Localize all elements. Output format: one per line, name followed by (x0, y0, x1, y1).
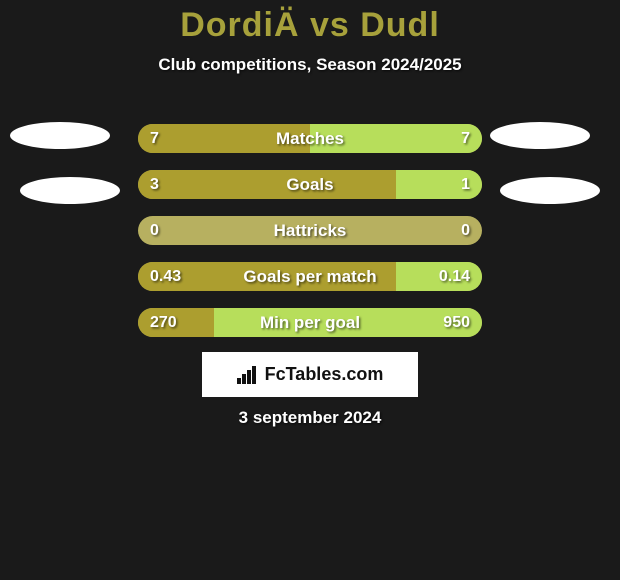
stat-right-value: 1 (461, 170, 470, 199)
team-badge-oval (10, 122, 110, 149)
stat-row: 270Min per goal950 (138, 308, 482, 337)
generated-date: 3 september 2024 (0, 408, 620, 428)
page-title: DordiÄ vs Dudl (0, 0, 620, 45)
team-badge-oval (490, 122, 590, 149)
stat-label: Matches (138, 124, 482, 153)
fctables-logo: FcTables.com (202, 352, 418, 397)
team-badge-oval (20, 177, 120, 204)
stat-right-value: 0 (461, 216, 470, 245)
stat-right-value: 0.14 (439, 262, 470, 291)
stat-right-value: 7 (461, 124, 470, 153)
stat-label: Goals (138, 170, 482, 199)
stat-row: 7Matches7 (138, 124, 482, 153)
bar-chart-icon (237, 366, 259, 384)
stat-label: Goals per match (138, 262, 482, 291)
stat-row: 3Goals1 (138, 170, 482, 199)
stat-label: Min per goal (138, 308, 482, 337)
logo-text: FcTables.com (265, 364, 384, 385)
stat-label: Hattricks (138, 216, 482, 245)
comparison-rows: 7Matches7 3Goals1 0Hattricks0 0.43Goals per… (138, 124, 482, 354)
team-badge-oval (500, 177, 600, 204)
page-subtitle: Club competitions, Season 2024/2025 (0, 55, 620, 75)
stat-right-value: 950 (443, 308, 470, 337)
stat-row: 0.43Goals per match0.14 (138, 262, 482, 291)
stat-row: 0Hattricks0 (138, 216, 482, 245)
